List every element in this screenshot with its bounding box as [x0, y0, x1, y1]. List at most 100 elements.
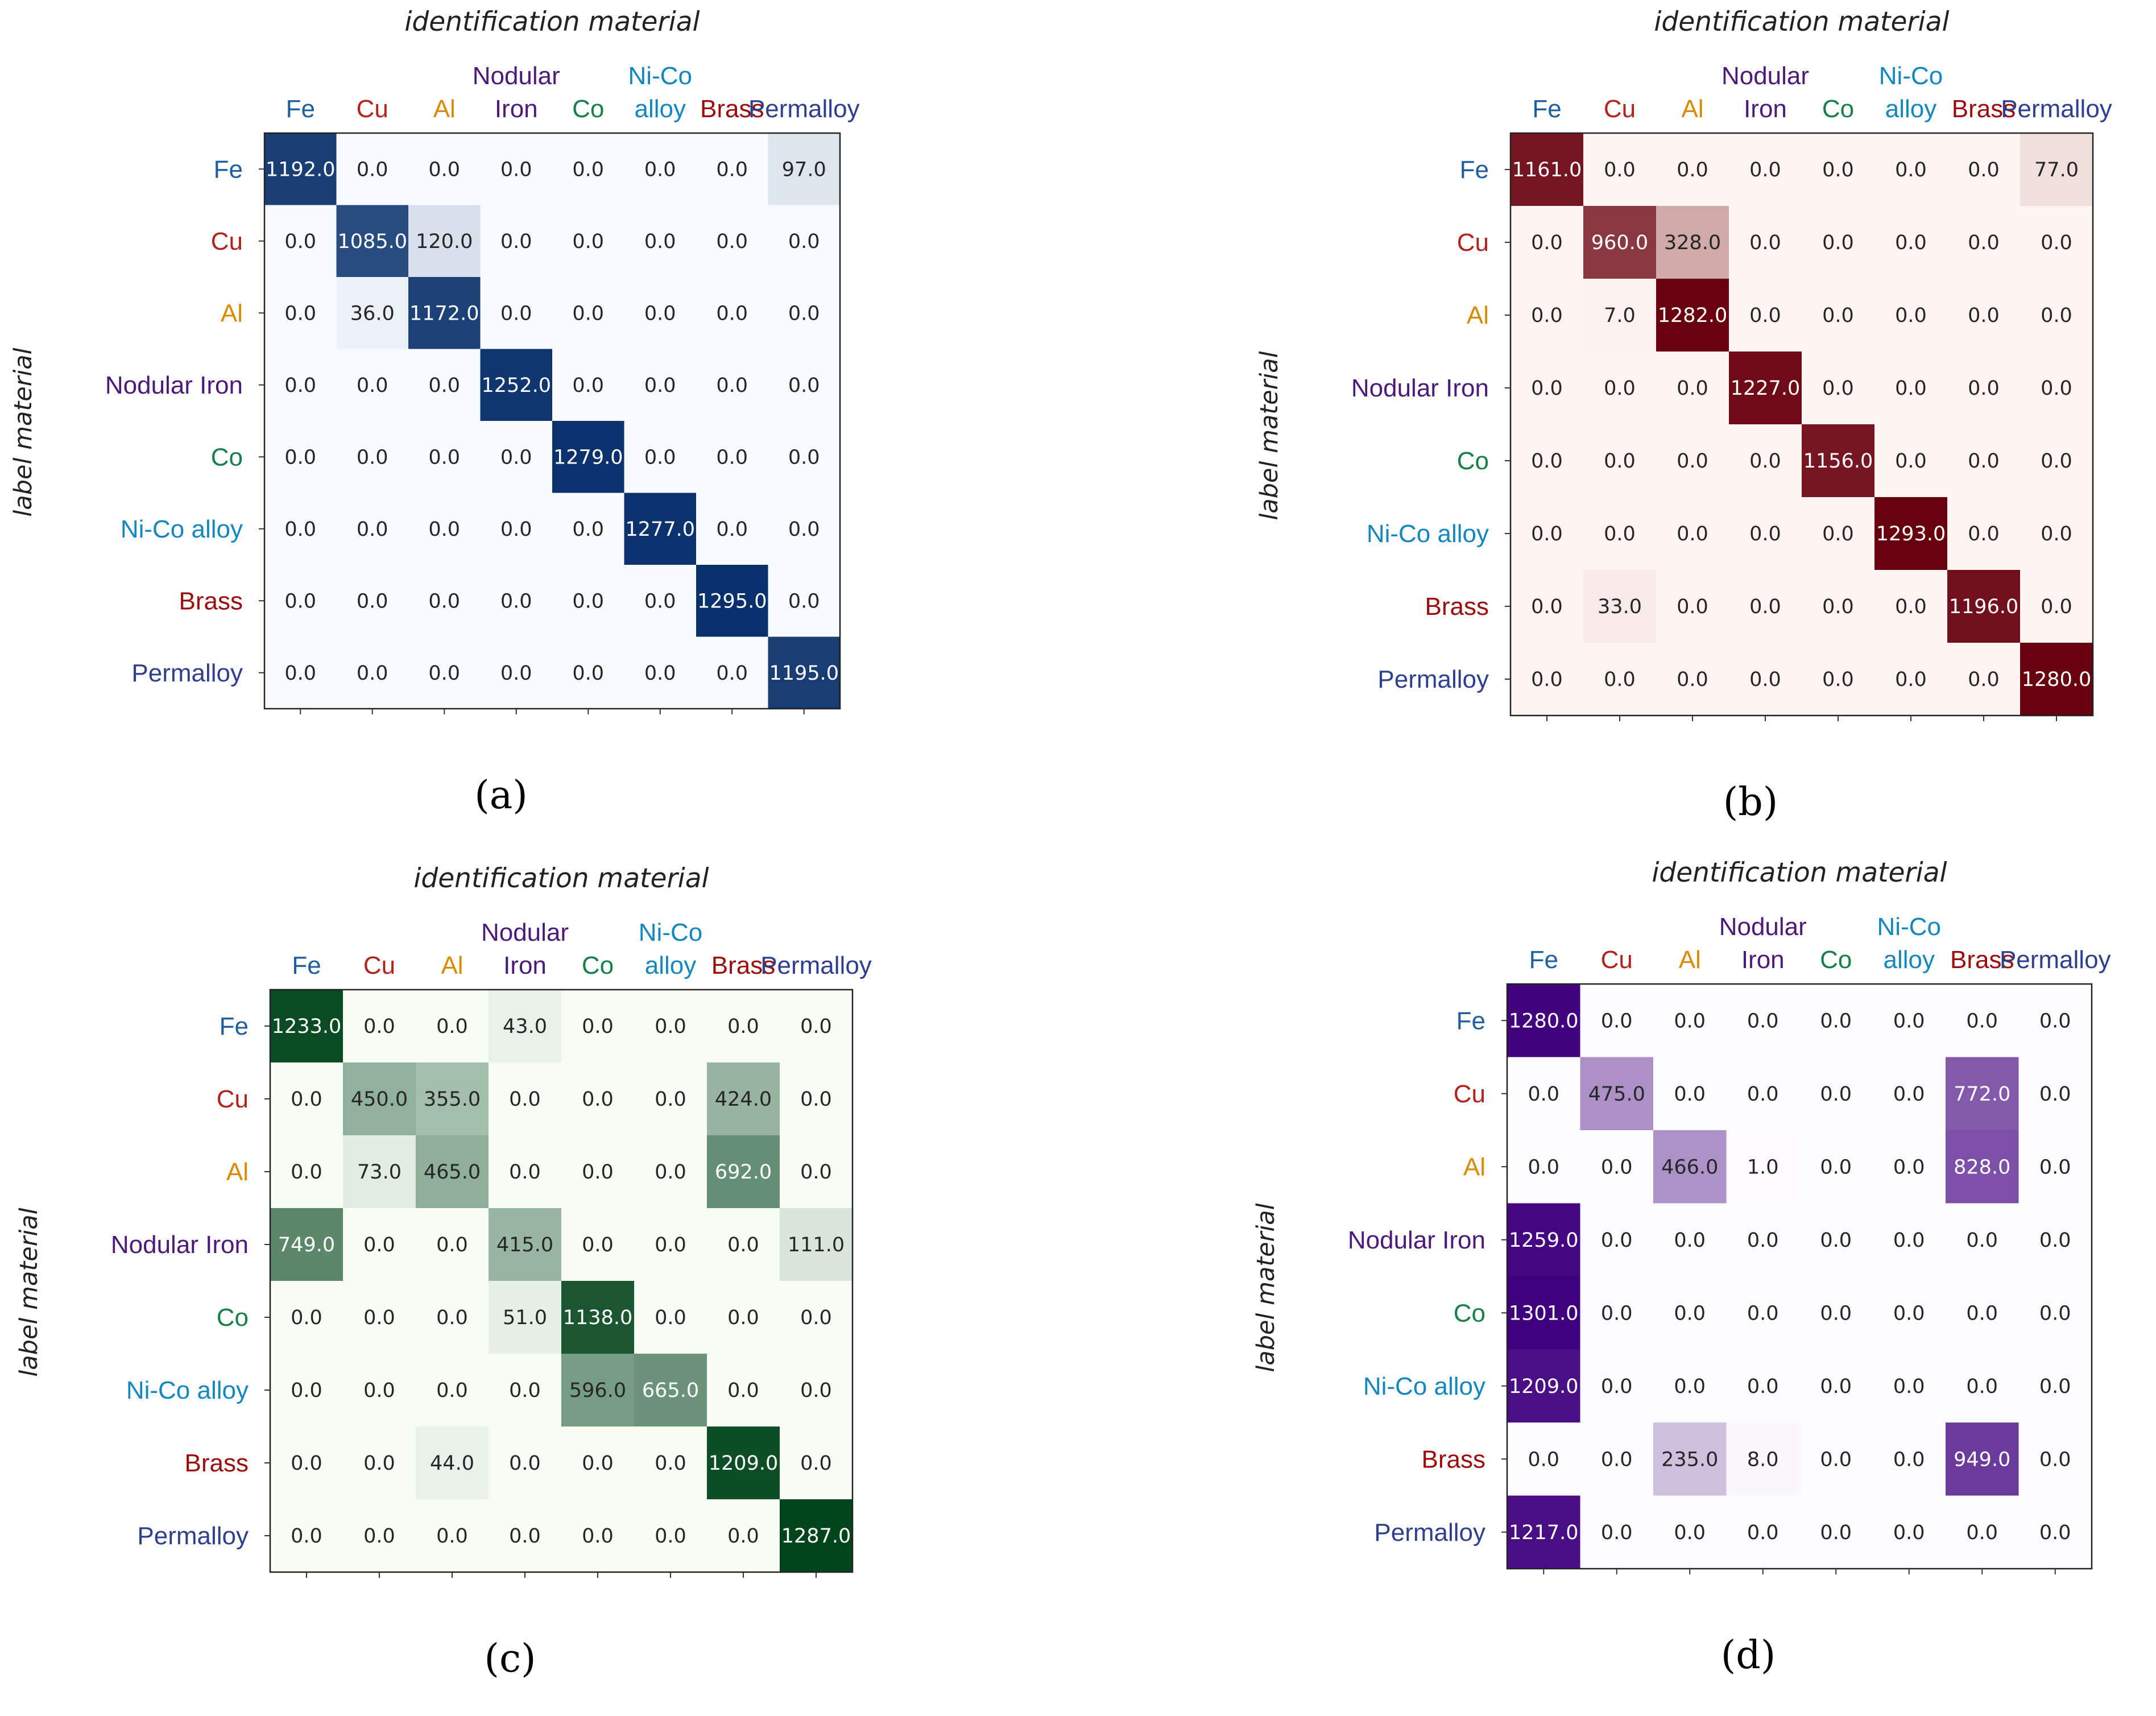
cell-value: 0.0 [1677, 596, 1708, 618]
cell-al-permalloy [768, 277, 841, 350]
cell-value: 0.0 [1822, 523, 1854, 545]
column-label-permalloy: Permalloy [2001, 95, 2112, 123]
row-label-co: Co [217, 1304, 249, 1332]
cell-value: 0.0 [1674, 1302, 1706, 1325]
cell-value: 0.0 [436, 1234, 468, 1256]
cell-al-permalloy [2018, 1130, 2092, 1204]
column-label-ni-co-alloy: Ni-Co alloy [628, 62, 692, 123]
cell-co-cu [336, 421, 409, 494]
cell-nodular-iron-ni-co-alloy [624, 349, 697, 421]
cell-value: 0.0 [1968, 523, 2000, 545]
cell-value: 77.0 [2034, 159, 2079, 181]
cell-value: 0.0 [428, 158, 460, 181]
cell-value: 1252.0 [482, 374, 551, 397]
y-axis-title: label material [1252, 1203, 1280, 1372]
cell-value: 0.0 [716, 446, 748, 469]
x-axis-title: identification material [1654, 6, 1949, 38]
cell-fe-brass [1946, 984, 2020, 1058]
cell-value: 0.0 [644, 374, 676, 397]
cell-value: 0.0 [644, 446, 676, 469]
cell-value: 0.0 [1893, 1448, 1925, 1471]
cell-value: 0.0 [1674, 1083, 1706, 1106]
cell-nodular-iron-al [1653, 1203, 1727, 1277]
column-label-fe: Fe [292, 952, 321, 979]
cell-brass-nodular-iron [1729, 570, 1802, 643]
row-label-cu: Cu [217, 1085, 249, 1113]
row-label-nodular-iron: Nodular Iron [111, 1231, 249, 1259]
cell-value: 0.0 [1895, 159, 1927, 181]
column-label-ni-co-alloy: Ni-Co alloy [1877, 913, 1941, 974]
cell-brass-al [416, 1426, 489, 1500]
cell-nodular-iron-fe [1511, 352, 1584, 425]
cell-fe-nodular-iron [1729, 133, 1802, 206]
cell-nodular-iron-cu [1580, 1203, 1654, 1277]
cell-value: 0.0 [582, 1525, 614, 1548]
cell-value: 0.0 [291, 1452, 322, 1475]
column-label-cu: Cu [1604, 95, 1636, 123]
cell-value: 450.0 [351, 1088, 408, 1111]
cell-value: 415.0 [496, 1234, 553, 1256]
cell-permalloy-co [561, 1499, 635, 1573]
x-axis-title: identification material [1652, 857, 1947, 888]
cell-permalloy-ni-co-alloy [624, 636, 697, 709]
cell-value: 0.0 [582, 1452, 614, 1475]
cell-value: 0.0 [716, 374, 748, 397]
cell-ni-co-alloy-al [1653, 1349, 1727, 1423]
row-label-al: Al [226, 1158, 249, 1186]
cell-brass-cu [336, 565, 409, 638]
cell-value: 0.0 [436, 1525, 468, 1548]
cell-value: 0.0 [284, 302, 316, 325]
cell-value: 0.0 [1822, 596, 1854, 618]
cell-value: 1195.0 [769, 662, 839, 685]
cell-al-al [1656, 279, 1729, 352]
cell-nodular-iron-co [1799, 1203, 1873, 1277]
row-label-brass: Brass [185, 1449, 249, 1477]
cell-co-permalloy [780, 1281, 853, 1354]
cell-value: 0.0 [284, 446, 316, 469]
row-label-cu: Cu [1454, 1080, 1485, 1108]
cell-ni-co-alloy-fe [264, 493, 337, 565]
cell-value: 0.0 [1601, 1448, 1633, 1471]
cell-value: 0.0 [2041, 596, 2072, 618]
x-axis-title: identification material [413, 863, 709, 894]
cell-fe-fe [1511, 133, 1584, 206]
cell-cu-cu [336, 205, 409, 278]
cell-ni-co-alloy-cu [336, 493, 409, 565]
cell-ni-co-alloy-co [1799, 1349, 1873, 1423]
column-label-permalloy: Permalloy [760, 952, 872, 979]
cell-value: 1295.0 [697, 590, 767, 613]
panel-c: 1233.0 0.0 0.0 43.0 0.0 0.0 0.0 0.0 0.0 450.0 355.… [15, 863, 872, 1681]
cell-value: 0.0 [800, 1306, 832, 1329]
cell-brass-nodular-iron [1726, 1423, 1800, 1496]
cell-brass-ni-co-alloy [1872, 1423, 1946, 1496]
cell-value: 665.0 [642, 1379, 699, 1402]
cell-brass-co [1799, 1423, 1873, 1496]
cell-value: 0.0 [1747, 1229, 1779, 1252]
cell-co-brass [1946, 1276, 2020, 1350]
cell-value: 0.0 [1893, 1156, 1925, 1179]
cell-value: 0.0 [1893, 1010, 1925, 1032]
cell-value: 0.0 [2039, 1375, 2071, 1398]
cell-value: 33.0 [1598, 596, 1642, 618]
cell-ni-co-alloy-cu [1583, 497, 1657, 570]
cell-value: 0.0 [509, 1161, 541, 1184]
cell-value: 0.0 [1820, 1156, 1852, 1179]
cell-value: 0.0 [1822, 231, 1854, 254]
row-label-al: Al [221, 299, 243, 327]
cell-brass-nodular-iron [489, 1426, 562, 1500]
cell-fe-permalloy [2020, 133, 2093, 206]
panel-label: (d) [1721, 1633, 1776, 1678]
cell-value: 0.0 [655, 1306, 686, 1329]
column-label-permalloy: Permalloy [2000, 946, 2111, 974]
cell-value: 0.0 [2039, 1229, 2071, 1252]
cell-value: 0.0 [2039, 1083, 2071, 1106]
row-label-co: Co [1457, 447, 1489, 475]
cell-value: 0.0 [1820, 1010, 1852, 1032]
cell-cu-al [1653, 1057, 1727, 1131]
cell-value: 0.0 [800, 1015, 832, 1038]
cell-nodular-iron-cu [1583, 352, 1657, 425]
cell-permalloy-co [1802, 643, 1875, 716]
cell-cu-ni-co-alloy [624, 205, 697, 278]
cell-value: 0.0 [509, 1452, 541, 1475]
cell-value: 0.0 [509, 1379, 541, 1402]
